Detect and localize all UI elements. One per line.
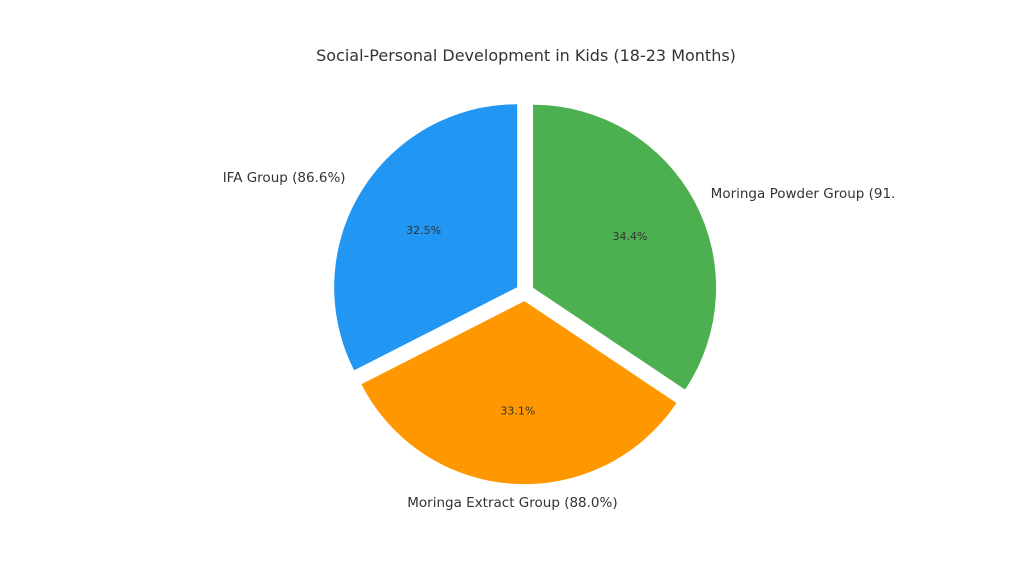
slice-percent-moringa-extract-group: 33.1% (500, 405, 535, 418)
pie-slice-moringa-extract-group (361, 301, 677, 485)
pie-slices (334, 104, 717, 485)
slice-labels: IFA Group (86.6%) Moringa Extract Group (… (223, 170, 922, 511)
slice-percent-ifa-group: 32.5% (406, 224, 441, 237)
pie-slice-ifa-group (334, 104, 518, 371)
slice-label-moringa-extract-group: Moringa Extract Group (88.0%) (407, 495, 617, 511)
chart-title: Social-Personal Development in Kids (18-… (316, 46, 736, 65)
slice-percent-moringa-powder-group: 34.4% (612, 230, 647, 243)
pie-slice-moringa-powder-group (533, 104, 717, 390)
slice-label-ifa-group: IFA Group (86.6%) (223, 170, 346, 186)
slice-label-moringa-powder-group: Moringa Powder Group (91.5%) (711, 186, 922, 202)
